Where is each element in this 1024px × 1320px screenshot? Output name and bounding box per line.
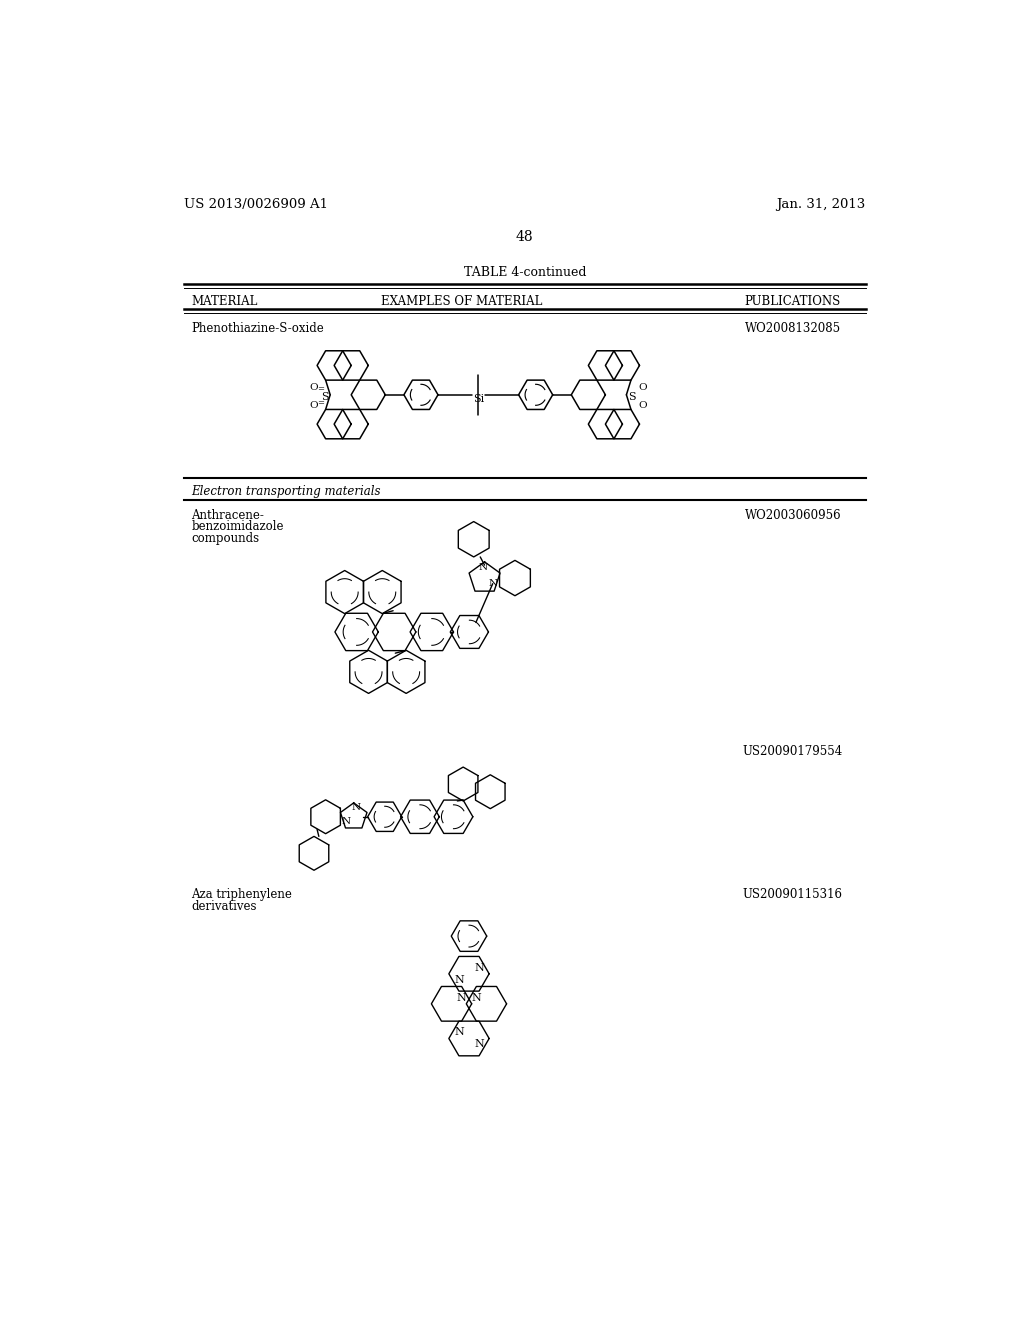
Text: O: O <box>309 401 318 411</box>
Text: N: N <box>352 803 361 812</box>
Text: Si: Si <box>473 393 484 404</box>
Text: O: O <box>309 383 318 392</box>
Text: =: = <box>316 385 324 393</box>
Text: N: N <box>474 962 484 973</box>
Text: EXAMPLES OF MATERIAL: EXAMPLES OF MATERIAL <box>381 296 542 309</box>
Text: PUBLICATIONS: PUBLICATIONS <box>744 296 841 309</box>
Text: Phenothiazine-S-oxide: Phenothiazine-S-oxide <box>191 322 325 335</box>
Text: US20090115316: US20090115316 <box>743 888 843 902</box>
Text: Electron transporting materials: Electron transporting materials <box>191 484 381 498</box>
Text: Aza triphenylene: Aza triphenylene <box>191 888 293 902</box>
Text: 48: 48 <box>516 230 534 244</box>
Text: O: O <box>638 383 647 392</box>
Text: WO2003060956: WO2003060956 <box>744 508 842 521</box>
Text: =: = <box>316 399 324 408</box>
Text: compounds: compounds <box>191 532 260 545</box>
Text: N: N <box>454 1027 464 1038</box>
Text: derivatives: derivatives <box>191 900 257 913</box>
Text: N: N <box>471 993 481 1003</box>
Text: N: N <box>474 1039 484 1049</box>
Text: TABLE 4-continued: TABLE 4-continued <box>464 267 586 280</box>
Text: N: N <box>341 817 350 826</box>
Text: benzoimidazole: benzoimidazole <box>191 520 284 533</box>
Text: N: N <box>489 579 498 589</box>
Text: MATERIAL: MATERIAL <box>191 296 258 309</box>
Text: WO2008132085: WO2008132085 <box>744 322 841 335</box>
Text: N: N <box>478 564 487 572</box>
Text: N: N <box>454 974 464 985</box>
Text: US20090179554: US20090179554 <box>742 744 843 758</box>
Text: N: N <box>457 993 467 1003</box>
Text: O: O <box>638 401 647 411</box>
Text: Anthracene-: Anthracene- <box>191 508 264 521</box>
Text: S: S <box>321 392 329 403</box>
Text: Jan. 31, 2013: Jan. 31, 2013 <box>776 198 866 211</box>
Text: US 2013/0026909 A1: US 2013/0026909 A1 <box>183 198 328 211</box>
Text: S: S <box>628 392 636 403</box>
